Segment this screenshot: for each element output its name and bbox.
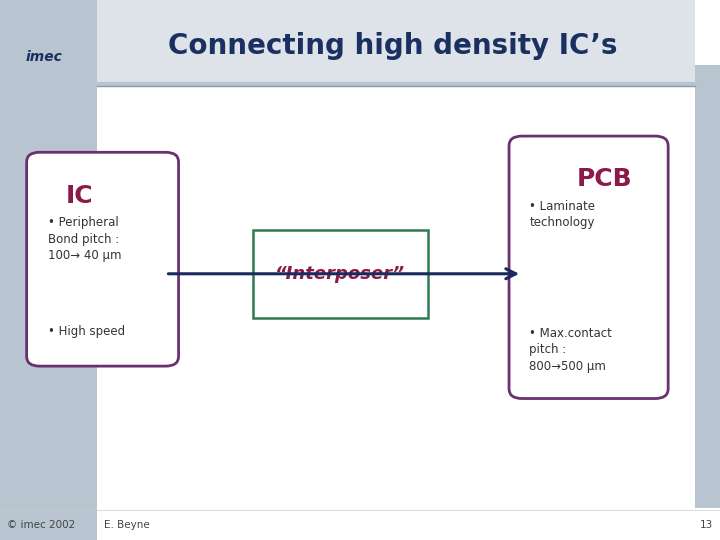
Text: 13: 13 [700,520,713,530]
Text: © imec 2002: © imec 2002 [7,520,76,530]
Text: • Peripheral
Bond pitch :
100→ 40 μm: • Peripheral Bond pitch : 100→ 40 μm [48,216,122,262]
Text: • High speed: • High speed [48,325,125,338]
Text: “Interposer”: “Interposer” [275,265,405,283]
Bar [97,0,695,84]
Text: E. Beyne: E. Beyne [104,520,150,530]
FancyBboxPatch shape [253,230,428,318]
Text: • Laminate
technology: • Laminate technology [529,200,595,230]
Text: • Max.contact
pitch :
800→500 μm: • Max.contact pitch : 800→500 μm [529,327,612,373]
FancyBboxPatch shape [509,136,668,399]
Text: Connecting high density IC’s: Connecting high density IC’s [168,32,617,60]
Bar [0,0,97,540]
Bar [695,65,720,508]
Text: imec: imec [25,50,62,64]
FancyBboxPatch shape [27,152,179,366]
Text: IC: IC [66,184,94,207]
Text: PCB: PCB [577,167,632,191]
